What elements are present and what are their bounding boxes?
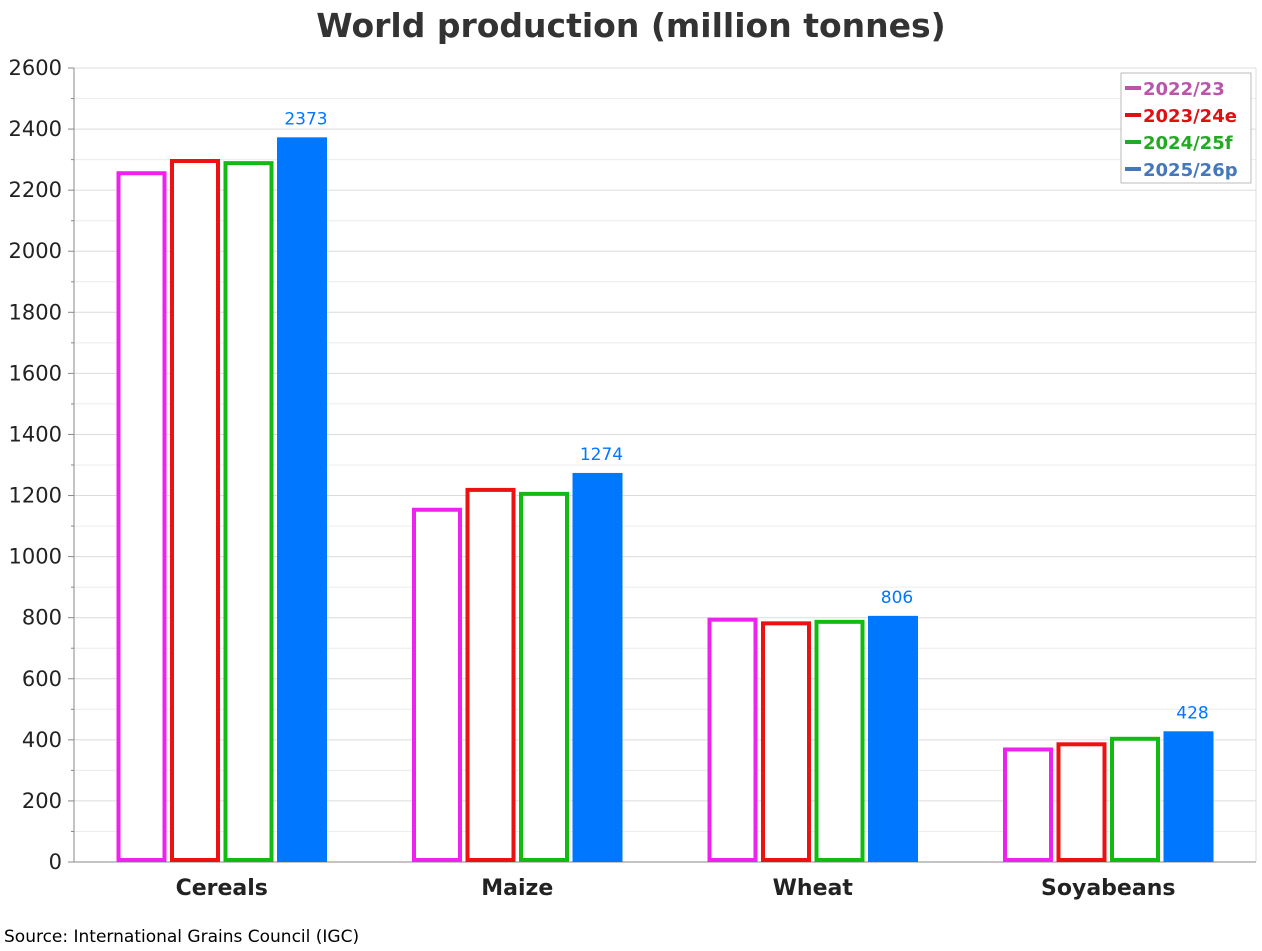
y-tick-label: 1200	[9, 484, 62, 508]
x-tick-label: Maize	[481, 876, 553, 901]
legend: 2022/23 2023/24e 2024/25f 2025/26p	[1120, 72, 1252, 184]
legend-label: 2022/23	[1143, 79, 1225, 100]
bar	[814, 619, 865, 863]
y-tick-label: 200	[22, 789, 62, 813]
y-tick-label: 0	[49, 850, 62, 874]
legend-label: 2023/24e	[1143, 106, 1237, 127]
y-tick-label: 400	[22, 728, 62, 752]
y-tick-label: 1800	[9, 300, 62, 324]
y-tick-label: 1000	[9, 545, 62, 569]
bar	[1163, 731, 1214, 862]
legend-box	[1120, 72, 1252, 184]
source-note: Source: International Grains Council (IG…	[4, 927, 360, 947]
bar	[707, 617, 758, 863]
bar	[1003, 747, 1053, 863]
axes: 0 200 400 600 800 1000 1200 1400 1600 1800 2000 220…	[9, 56, 1256, 901]
y-tick-label: 2200	[9, 178, 62, 202]
chart-title: World production (million tonnes)	[316, 6, 946, 45]
x-tick-label: Soyabeans	[1041, 876, 1175, 901]
data-label: 428	[1176, 703, 1208, 723]
data-label: 1274	[580, 445, 623, 465]
y-tick-label: 2600	[9, 56, 62, 80]
bar	[868, 615, 918, 862]
x-tick-label: Wheat	[773, 876, 854, 901]
bar	[412, 507, 462, 862]
bar	[223, 161, 274, 862]
bar	[519, 491, 569, 862]
bar	[572, 472, 623, 862]
legend-label: 2024/25f	[1143, 133, 1233, 154]
y-tick-label: 2000	[9, 239, 62, 263]
y-tick-label: 1400	[9, 422, 62, 446]
bars	[116, 137, 1214, 863]
bar	[277, 137, 327, 862]
bar	[116, 171, 167, 863]
legend-label: 2025/26p	[1143, 160, 1238, 181]
bar	[1056, 742, 1107, 863]
y-tick-label: 600	[22, 667, 62, 691]
y-tick-label: 1600	[9, 361, 62, 385]
bar	[465, 487, 516, 862]
bar	[170, 159, 220, 862]
data-labels: 2373 1274 806 428	[284, 109, 1208, 723]
y-tick-label: 800	[22, 606, 62, 630]
x-tick-label: Cereals	[176, 876, 268, 901]
bar	[761, 621, 811, 863]
y-tick-label: 2400	[9, 117, 62, 141]
bar	[1110, 736, 1160, 862]
data-label: 2373	[284, 109, 327, 129]
data-label: 806	[881, 588, 913, 608]
